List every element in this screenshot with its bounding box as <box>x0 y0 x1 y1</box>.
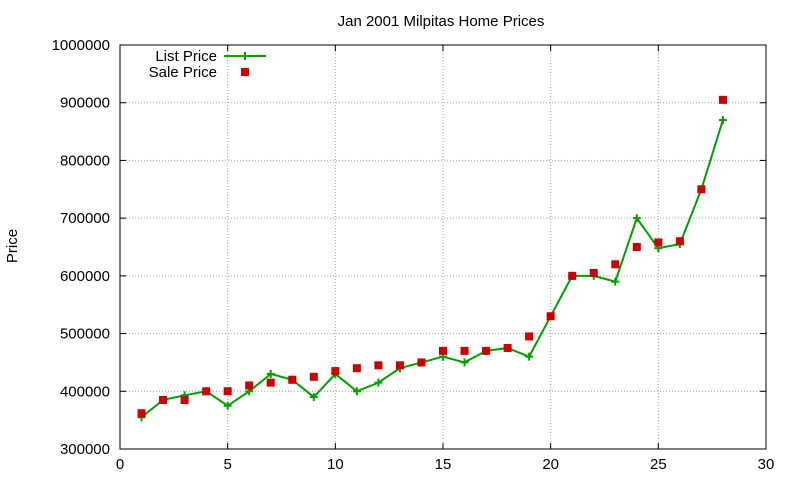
list-price-point <box>460 358 469 367</box>
legend-label: List Price <box>155 48 217 65</box>
sale-price-point <box>546 312 555 321</box>
sale-price-point <box>460 346 469 355</box>
sale-price-point <box>503 344 512 352</box>
y-tick-label: 600000 <box>60 268 110 285</box>
series <box>137 95 727 422</box>
series-0 <box>137 116 727 422</box>
sale-price-point <box>718 95 727 104</box>
series-1 <box>137 95 727 418</box>
sale-price-point <box>331 367 340 376</box>
list-price-point <box>611 277 620 286</box>
x-tick-label: 5 <box>223 456 231 473</box>
x-tick-label: 0 <box>116 456 124 473</box>
sale-price-point <box>632 243 641 251</box>
sale-price-point <box>568 271 577 280</box>
sale-price-point <box>439 346 447 355</box>
y-tick-label: 700000 <box>60 210 110 227</box>
y-tick-label: 1000000 <box>52 37 110 54</box>
sale-price-point <box>266 378 275 387</box>
list-price-point <box>309 393 318 402</box>
sale-price-point <box>374 361 383 370</box>
sale-price-point <box>611 260 620 269</box>
y-tick-label: 500000 <box>60 326 110 343</box>
sale-price-point <box>654 238 663 247</box>
sale-price-point <box>675 237 684 246</box>
list-price-point <box>374 378 383 387</box>
sale-price-point <box>137 409 146 418</box>
list-price-point <box>352 387 361 396</box>
chart-title: Jan 2001 Milpitas Home Prices <box>338 13 545 30</box>
y-tick-label: 800000 <box>60 152 110 169</box>
sale-price-point <box>395 361 404 370</box>
y-axis-label: Price <box>4 229 21 263</box>
x-tick-label: 10 <box>327 456 344 473</box>
legend-marker-swatch <box>241 52 249 60</box>
x-tick-label: 20 <box>542 456 559 473</box>
sale-price-point <box>202 387 211 396</box>
sale-price-point <box>309 372 318 381</box>
x-tick-label: 30 <box>758 456 775 473</box>
y-tick-label: 900000 <box>60 95 110 112</box>
sale-price-point <box>482 346 491 355</box>
series-line <box>140 119 724 419</box>
list-price-point <box>266 369 275 378</box>
grid <box>120 45 766 449</box>
list-price-point <box>632 214 641 223</box>
list-price-point <box>718 116 727 125</box>
axis-ticks: 0 5 10 15 20 25 30 300000 400000 500000 600000 7000… <box>52 37 775 473</box>
legend-marker-swatch <box>241 68 249 76</box>
list-price-point <box>525 352 534 361</box>
sale-price-point <box>352 364 361 373</box>
sale-price-point <box>159 395 168 404</box>
y-tick-label: 300000 <box>60 441 110 458</box>
list-price-point <box>223 401 232 410</box>
sale-price-point <box>288 375 297 384</box>
sale-price-point <box>589 268 598 277</box>
sale-price-point <box>223 387 232 396</box>
x-tick-label: 25 <box>650 456 667 473</box>
sale-price-point <box>245 381 254 390</box>
y-tick-label: 400000 <box>60 383 110 400</box>
sale-price-point <box>697 185 706 194</box>
sale-price-point <box>417 358 426 367</box>
legend-label: Sale Price <box>149 64 217 81</box>
sale-price-point <box>180 395 189 404</box>
sale-price-point <box>525 332 534 341</box>
x-tick-label: 15 <box>435 456 452 473</box>
